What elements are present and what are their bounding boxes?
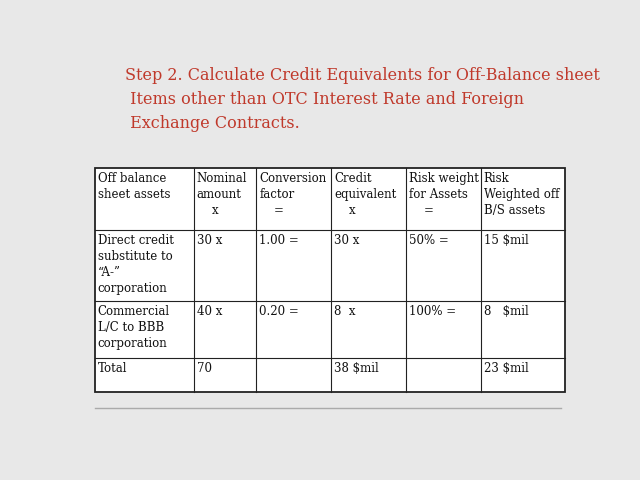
Text: 30 x: 30 x [196,234,222,247]
Text: Conversion
factor
    =: Conversion factor = [259,172,326,217]
Text: 38 $mil: 38 $mil [334,362,379,375]
Text: 1.00 =: 1.00 = [259,234,299,247]
Text: Risk weight
for Assets
    =: Risk weight for Assets = [409,172,479,217]
Text: Risk
Weighted off
B/S assets: Risk Weighted off B/S assets [484,172,559,217]
Text: Nominal
amount
    x: Nominal amount x [196,172,247,217]
Text: Commercial
L/C to BBB
corporation: Commercial L/C to BBB corporation [98,305,170,349]
Text: 15 $mil: 15 $mil [484,234,529,247]
Text: 40 x: 40 x [196,305,222,318]
Text: 100% =: 100% = [409,305,456,318]
Text: Total: Total [98,362,127,375]
Bar [95,168,565,392]
Text: 8   $mil: 8 $mil [484,305,529,318]
Text: Off balance
sheet assets: Off balance sheet assets [98,172,170,201]
Text: 30 x: 30 x [334,234,360,247]
Text: 50% =: 50% = [409,234,449,247]
Text: Step 2. Calculate Credit Equivalents for Off-Balance sheet
 Items other than OTC: Step 2. Calculate Credit Equivalents for… [125,67,600,132]
Text: 8  x: 8 x [334,305,356,318]
Text: Credit
equivalent
    x: Credit equivalent x [334,172,396,217]
Text: 70: 70 [196,362,212,375]
Text: 0.20 =: 0.20 = [259,305,299,318]
Text: Direct credit
substitute to
“A-”
corporation: Direct credit substitute to “A-” corpora… [98,234,173,295]
Text: 23 $mil: 23 $mil [484,362,529,375]
